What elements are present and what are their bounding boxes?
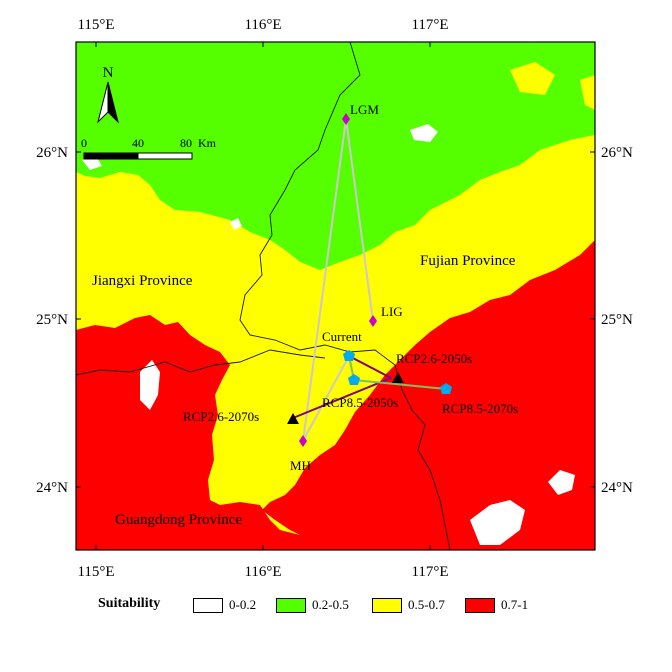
x-tick-bottom: 116°E: [244, 564, 281, 580]
label-fujian: Fujian Province: [420, 253, 516, 269]
frame-ticks: [76, 42, 595, 550]
province-boundary-jiangxi-guangdong: [76, 349, 326, 376]
legend-label: 0.7-1: [501, 597, 529, 612]
y-tick-right: 26°N: [601, 145, 633, 161]
label-rcp26-2050s: RCP2.6-2050s: [396, 351, 472, 366]
legend-swatch: [193, 597, 223, 613]
diamond-marker-mh: [299, 435, 307, 447]
line-rcp26-2050-rcp26-2070: [292, 377, 392, 419]
suitability-raster: [76, 42, 595, 550]
suitability-0.5-0.7-patch: [510, 62, 555, 95]
label-current: Current: [322, 329, 362, 344]
x-tick-bottom: 115°E: [77, 564, 114, 580]
scale-label: 40: [132, 136, 144, 150]
suitability-0.5-0.7-patch: [580, 75, 595, 110]
pentagon-marker-current: [343, 350, 355, 361]
legend-label: 0-0.2: [229, 597, 257, 612]
label-mh: MH: [290, 458, 311, 473]
y-tick-right: 24°N: [601, 480, 633, 496]
suitability-0-0.2-patch: [230, 218, 242, 230]
diamond-marker-lgm: [342, 113, 350, 125]
label-lig: LIG: [381, 304, 403, 319]
label-rcp26-2070s: RCP2.6-2070s: [183, 409, 259, 424]
legend: Suitability 0-0.2 0.2-0.5 0.5-0.7 0.7-1: [0, 590, 672, 622]
legend-item: 0.7-1: [465, 596, 528, 614]
label-jiangxi: Jiangxi Province: [92, 273, 193, 289]
suitability-0-0.2-patch: [548, 470, 575, 495]
y-tick-left: 24°N: [36, 480, 68, 496]
map-frame: [75, 41, 596, 551]
legend-swatch: [276, 597, 306, 613]
map: 115°E 116°E 117°E 115°E 116°E 117°E 26°N…: [36, 17, 633, 580]
y-tick-left: 25°N: [36, 312, 68, 328]
line-mh-current: [302, 355, 350, 442]
line-lgm-lig: [345, 118, 374, 322]
suitability-0-0.2-patch: [470, 500, 525, 545]
province-boundary-jiangxi-fujian: [239, 42, 396, 366]
legend-label: 0.5-0.7: [408, 597, 445, 612]
x-tick-bottom: 117°E: [411, 564, 448, 580]
legend-title: Suitability: [98, 596, 161, 611]
label-guangdong: Guangdong Province: [115, 512, 242, 528]
label-lgm: LGM: [350, 102, 379, 117]
pentagon-marker-rcp85-2050: [348, 374, 360, 385]
label-rcp85-2070s: RCP8.5-2070s: [442, 401, 518, 416]
suitability-0-0.2-patch: [410, 124, 438, 142]
suitability-0-0.2-patch: [140, 360, 160, 410]
legend-item: 0.5-0.7: [372, 596, 445, 614]
north-label: N: [103, 65, 114, 81]
legend-swatch: [372, 597, 402, 613]
x-tick-top: 116°E: [244, 17, 281, 33]
scale-bar: 0 40 80 Km: [81, 136, 217, 160]
pentagon-marker-rcp85-2070: [440, 383, 452, 394]
suitability-0.7-1-area-west: [76, 315, 330, 550]
y-tick-right: 25°N: [601, 312, 633, 328]
line-lgm-mh: [302, 118, 347, 442]
north-arrow-icon: N: [97, 65, 119, 124]
legend-item: 0-0.2: [193, 596, 256, 614]
legend-swatch: [465, 597, 495, 613]
suitability-0.2-0.5-area: [76, 42, 595, 270]
label-rcp85-2050s: RCP8.5-2050s: [322, 395, 398, 410]
diamond-marker-lig: [369, 315, 377, 327]
scale-label: 0: [81, 136, 87, 150]
triangle-marker-rcp26-2070: [287, 413, 299, 424]
scale-unit: Km: [198, 136, 217, 150]
legend-label: 0.2-0.5: [312, 597, 349, 612]
scale-label: 80: [180, 136, 192, 150]
legend-item: 0.2-0.5: [276, 596, 349, 614]
x-tick-top: 117°E: [411, 17, 448, 33]
x-tick-top: 115°E: [77, 17, 114, 33]
triangle-marker-rcp26-2050: [392, 372, 404, 383]
line-rcp85-2050-rcp85-2070: [353, 379, 447, 390]
suitability-0.7-1-patch: [300, 465, 360, 510]
province-boundary-fujian-guangdong: [394, 364, 451, 550]
line-current-rcp26-2050: [348, 355, 392, 379]
y-tick-left: 26°N: [36, 145, 68, 161]
